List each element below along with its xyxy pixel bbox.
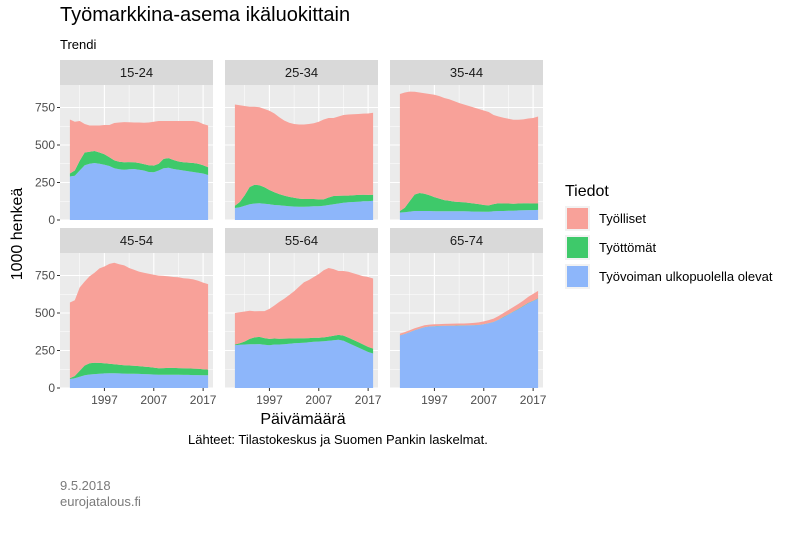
facet-strip <box>225 60 378 85</box>
y-tick-label: 0 <box>48 213 55 227</box>
legend-label: Työttömät <box>599 240 656 255</box>
y-tick-label: 250 <box>35 344 55 358</box>
area-ulkopuolella <box>399 298 539 388</box>
legend-swatch-tyolliset <box>567 208 588 229</box>
legend-label: Työvoiman ulkopuolella olevat <box>599 269 773 284</box>
area-tyolliset <box>399 91 539 211</box>
area-ulkopuolella <box>399 209 539 220</box>
x-tick-label: 1997 <box>256 393 283 407</box>
y-tick-label: 750 <box>35 269 55 283</box>
facet-label: 15-24 <box>120 65 153 80</box>
area-tyolliset <box>69 262 209 379</box>
area-ulkopuolella <box>234 200 374 220</box>
facet-label: 35-44 <box>450 65 483 80</box>
facet-strip <box>60 60 213 85</box>
x-axis-title: Päivämäärä <box>260 411 345 428</box>
area-tyolliset <box>234 104 374 206</box>
area-tyolliset <box>69 119 209 174</box>
x-tick-label: 2007 <box>470 393 497 407</box>
facet-strip <box>390 228 543 253</box>
legend-title: Tiedot <box>565 183 609 200</box>
facet-label: 65-74 <box>450 233 483 248</box>
area-ulkopuolella <box>69 373 209 388</box>
area-tyottomat <box>69 362 209 379</box>
page-subtitle: Trendi <box>60 37 97 52</box>
y-tick-label: 250 <box>35 176 55 190</box>
y-tick-label: 500 <box>35 138 55 152</box>
y-tick-label: 0 <box>48 381 55 395</box>
legend-swatch-tyottomat <box>567 237 588 258</box>
area-tyottomat <box>69 151 209 177</box>
area-tyolliset <box>234 268 374 349</box>
facet-strip <box>225 228 378 253</box>
y-tick-label: 750 <box>35 101 55 115</box>
x-tick-label: 2017 <box>355 393 382 407</box>
facet-strip <box>390 60 543 85</box>
x-tick-label: 2007 <box>305 393 332 407</box>
publish-date: 9.5.2018 <box>60 478 111 493</box>
x-tick-label: 1997 <box>91 393 118 407</box>
facet-label: 45-54 <box>120 233 153 248</box>
legend-swatch-ulkopuolella <box>567 266 588 287</box>
x-tick-label: 1997 <box>421 393 448 407</box>
facet-label: 25-34 <box>285 65 318 80</box>
x-tick-label: 2017 <box>520 393 547 407</box>
x-tick-label: 2017 <box>190 393 217 407</box>
area-ulkopuolella <box>234 339 374 388</box>
site-name: eurojatalous.fi <box>60 494 141 509</box>
area-tyottomat <box>234 184 374 208</box>
page-title: Työmarkkina-asema ikäluokittain <box>60 4 351 26</box>
legend-label: Työlliset <box>599 211 646 226</box>
facet-strip <box>60 228 213 253</box>
y-tick-label: 500 <box>35 306 55 320</box>
source-note: Lähteet: Tilastokeskus ja Suomen Pankin … <box>188 432 488 447</box>
facet-label: 55-64 <box>285 233 318 248</box>
area-tyottomat <box>234 334 374 354</box>
y-axis-title: 1000 henkeä <box>9 188 26 281</box>
x-tick-label: 2007 <box>140 393 167 407</box>
area-ulkopuolella <box>69 163 209 220</box>
area-tyottomat <box>399 193 539 213</box>
